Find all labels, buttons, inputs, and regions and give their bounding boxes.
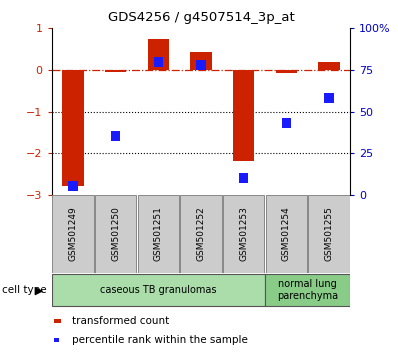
- Bar: [62, 70, 84, 186]
- Bar: [275, 70, 297, 73]
- Bar: [239, 173, 248, 183]
- FancyBboxPatch shape: [95, 195, 137, 273]
- Text: percentile rank within the sample: percentile rank within the sample: [72, 335, 248, 345]
- FancyBboxPatch shape: [52, 274, 265, 306]
- Bar: [233, 70, 254, 161]
- Text: ▶: ▶: [35, 285, 43, 295]
- Bar: [190, 52, 212, 70]
- Text: GSM501250: GSM501250: [111, 206, 120, 261]
- FancyBboxPatch shape: [223, 195, 264, 273]
- Text: GSM501255: GSM501255: [324, 206, 334, 261]
- Text: normal lung
parenchyma: normal lung parenchyma: [277, 279, 338, 301]
- Bar: [196, 60, 206, 70]
- FancyBboxPatch shape: [265, 195, 307, 273]
- Bar: [154, 57, 163, 67]
- Bar: [318, 62, 339, 70]
- Bar: [68, 181, 78, 192]
- Bar: [105, 70, 127, 72]
- FancyBboxPatch shape: [265, 274, 350, 306]
- Text: cell type: cell type: [2, 285, 47, 295]
- FancyBboxPatch shape: [138, 195, 179, 273]
- FancyBboxPatch shape: [180, 195, 222, 273]
- Text: caseous TB granulomas: caseous TB granulomas: [100, 285, 217, 295]
- Bar: [281, 118, 291, 128]
- FancyBboxPatch shape: [53, 195, 94, 273]
- Bar: [111, 131, 120, 142]
- Text: GSM501252: GSM501252: [197, 206, 205, 261]
- FancyBboxPatch shape: [308, 195, 349, 273]
- Text: GSM501251: GSM501251: [154, 206, 163, 261]
- Title: GDS4256 / g4507514_3p_at: GDS4256 / g4507514_3p_at: [107, 11, 295, 24]
- Bar: [324, 93, 334, 103]
- Text: GSM501249: GSM501249: [68, 206, 78, 261]
- Text: GSM501253: GSM501253: [239, 206, 248, 261]
- Bar: [148, 39, 169, 70]
- Text: GSM501254: GSM501254: [282, 206, 291, 261]
- Text: transformed count: transformed count: [72, 316, 169, 326]
